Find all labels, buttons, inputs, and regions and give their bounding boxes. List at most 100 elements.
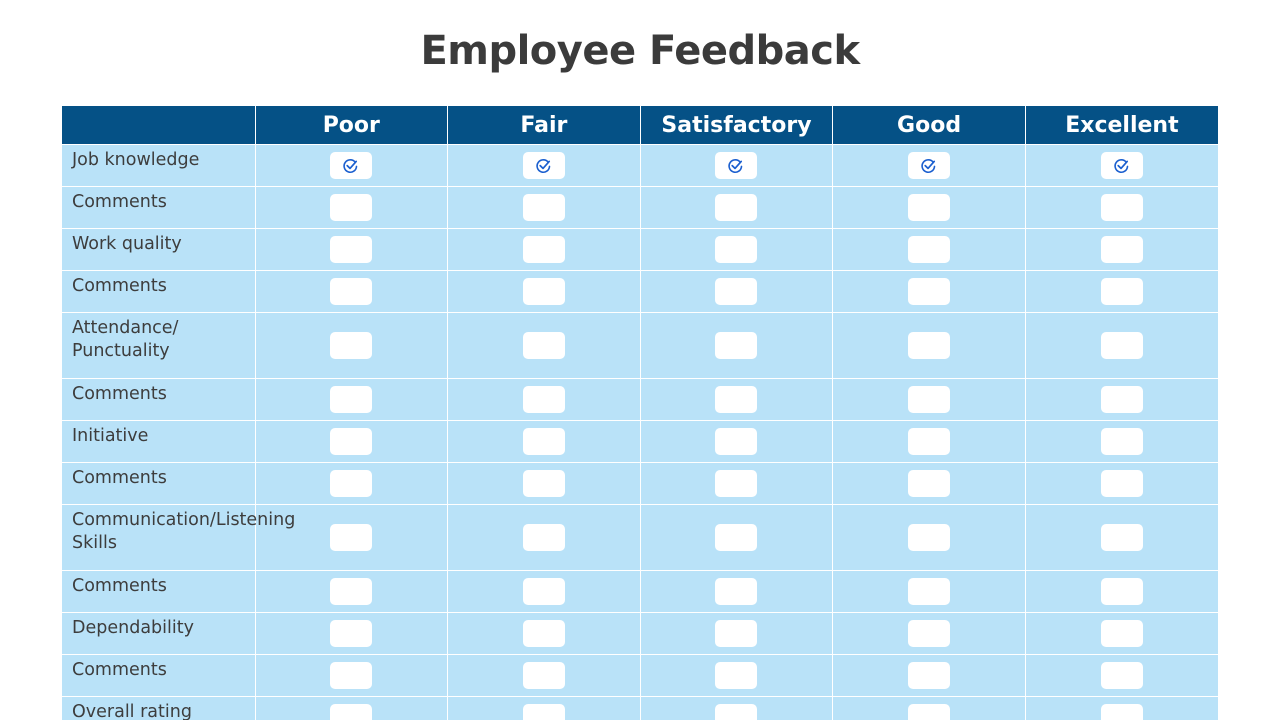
rating-checkbox[interactable]	[715, 428, 758, 455]
rating-checkbox[interactable]	[330, 428, 373, 455]
rating-checkbox[interactable]	[522, 332, 565, 359]
rating-checkbox[interactable]	[1100, 152, 1143, 179]
rating-cell-good	[832, 612, 1026, 655]
rating-cell-good	[832, 270, 1026, 313]
rating-checkbox[interactable]	[330, 194, 373, 221]
rating-checkbox[interactable]	[522, 704, 565, 720]
rating-checkbox[interactable]	[330, 332, 373, 359]
rating-cell-satisfactory	[639, 270, 833, 313]
rating-checkbox[interactable]	[1100, 428, 1143, 455]
table-row: Overall rating	[62, 696, 1218, 720]
rating-cell-satisfactory	[639, 654, 833, 697]
rating-checkbox[interactable]	[1100, 704, 1143, 720]
rating-checkbox[interactable]	[1100, 386, 1143, 413]
rating-checkbox[interactable]	[715, 278, 758, 305]
rating-checkbox[interactable]	[715, 578, 758, 605]
rating-checkbox[interactable]	[330, 704, 373, 720]
rating-cell-poor	[254, 144, 448, 187]
row-label: Attendance/ Punctuality	[62, 312, 255, 379]
rating-checkbox[interactable]	[522, 620, 565, 647]
rating-checkbox[interactable]	[522, 278, 565, 305]
rating-cell-excellent	[1024, 270, 1218, 313]
rating-cell-fair	[447, 612, 641, 655]
rating-checkbox[interactable]	[330, 470, 373, 497]
rating-checkbox[interactable]	[522, 662, 565, 689]
rating-checkbox[interactable]	[715, 524, 758, 551]
row-label: Comments	[62, 654, 255, 697]
rating-cell-poor	[254, 378, 448, 421]
rating-checkbox[interactable]	[522, 236, 565, 263]
rating-cell-fair	[447, 654, 641, 697]
rating-checkbox[interactable]	[1100, 662, 1143, 689]
rating-checkbox[interactable]	[715, 386, 758, 413]
rating-checkbox[interactable]	[715, 704, 758, 720]
rating-checkbox[interactable]	[522, 470, 565, 497]
rating-cell-excellent	[1024, 312, 1218, 379]
check-circle-icon	[728, 159, 743, 173]
check-circle-icon	[1114, 159, 1129, 173]
rating-checkbox[interactable]	[715, 662, 758, 689]
rating-checkbox[interactable]	[330, 152, 373, 179]
rating-checkbox[interactable]	[715, 620, 758, 647]
rating-checkbox[interactable]	[908, 662, 951, 689]
rating-cell-excellent	[1024, 504, 1218, 571]
rating-cell-poor	[254, 570, 448, 613]
row-label: Comments	[62, 378, 255, 421]
rating-checkbox[interactable]	[1100, 620, 1143, 647]
rating-checkbox[interactable]	[908, 332, 951, 359]
rating-checkbox[interactable]	[1100, 578, 1143, 605]
rating-checkbox[interactable]	[908, 236, 951, 263]
rating-checkbox[interactable]	[522, 524, 565, 551]
rating-checkbox[interactable]	[330, 620, 373, 647]
rating-cell-poor	[254, 462, 448, 505]
rating-checkbox[interactable]	[908, 386, 951, 413]
rating-checkbox[interactable]	[1100, 332, 1143, 359]
rating-cell-good	[832, 228, 1026, 271]
rating-checkbox[interactable]	[330, 386, 373, 413]
rating-checkbox[interactable]	[1100, 194, 1143, 221]
rating-checkbox[interactable]	[330, 524, 373, 551]
rating-cell-excellent	[1024, 228, 1218, 271]
rating-checkbox[interactable]	[908, 278, 951, 305]
rating-checkbox[interactable]	[715, 470, 758, 497]
rating-checkbox[interactable]	[330, 578, 373, 605]
rating-checkbox[interactable]	[908, 470, 951, 497]
rating-checkbox[interactable]	[330, 278, 373, 305]
rating-checkbox[interactable]	[522, 194, 565, 221]
rating-checkbox[interactable]	[1100, 236, 1143, 263]
rating-cell-excellent	[1024, 612, 1218, 655]
rating-checkbox[interactable]	[522, 386, 565, 413]
rating-cell-poor	[254, 312, 448, 379]
rating-cell-good	[832, 570, 1026, 613]
rating-checkbox[interactable]	[1100, 278, 1143, 305]
rating-checkbox[interactable]	[715, 194, 758, 221]
rating-cell-fair	[447, 570, 641, 613]
rating-cell-poor	[254, 612, 448, 655]
table-body: Job knowledge Comments Work quality Comment…	[62, 144, 1218, 720]
rating-checkbox[interactable]	[715, 236, 758, 263]
rating-cell-fair	[447, 186, 641, 229]
rating-checkbox[interactable]	[330, 662, 373, 689]
rating-checkbox[interactable]	[715, 332, 758, 359]
rating-checkbox[interactable]	[522, 578, 565, 605]
rating-checkbox[interactable]	[908, 578, 951, 605]
rating-checkbox[interactable]	[522, 428, 565, 455]
rating-checkbox[interactable]	[1100, 524, 1143, 551]
check-circle-icon	[343, 159, 358, 173]
rating-cell-good	[832, 186, 1026, 229]
rating-checkbox[interactable]	[715, 152, 758, 179]
table-row: Job knowledge	[62, 144, 1218, 187]
rating-checkbox[interactable]	[908, 428, 951, 455]
row-label: Initiative	[62, 420, 255, 463]
rating-checkbox[interactable]	[908, 704, 951, 720]
rating-cell-satisfactory	[639, 612, 833, 655]
rating-checkbox[interactable]	[908, 620, 951, 647]
rating-checkbox[interactable]	[908, 524, 951, 551]
rating-checkbox[interactable]	[1100, 470, 1143, 497]
rating-checkbox[interactable]	[522, 152, 565, 179]
rating-checkbox[interactable]	[330, 236, 373, 263]
rating-checkbox[interactable]	[908, 152, 951, 179]
header-row: Poor Fair Satisfactory Good Excellent	[62, 106, 1218, 145]
rating-checkbox[interactable]	[908, 194, 951, 221]
